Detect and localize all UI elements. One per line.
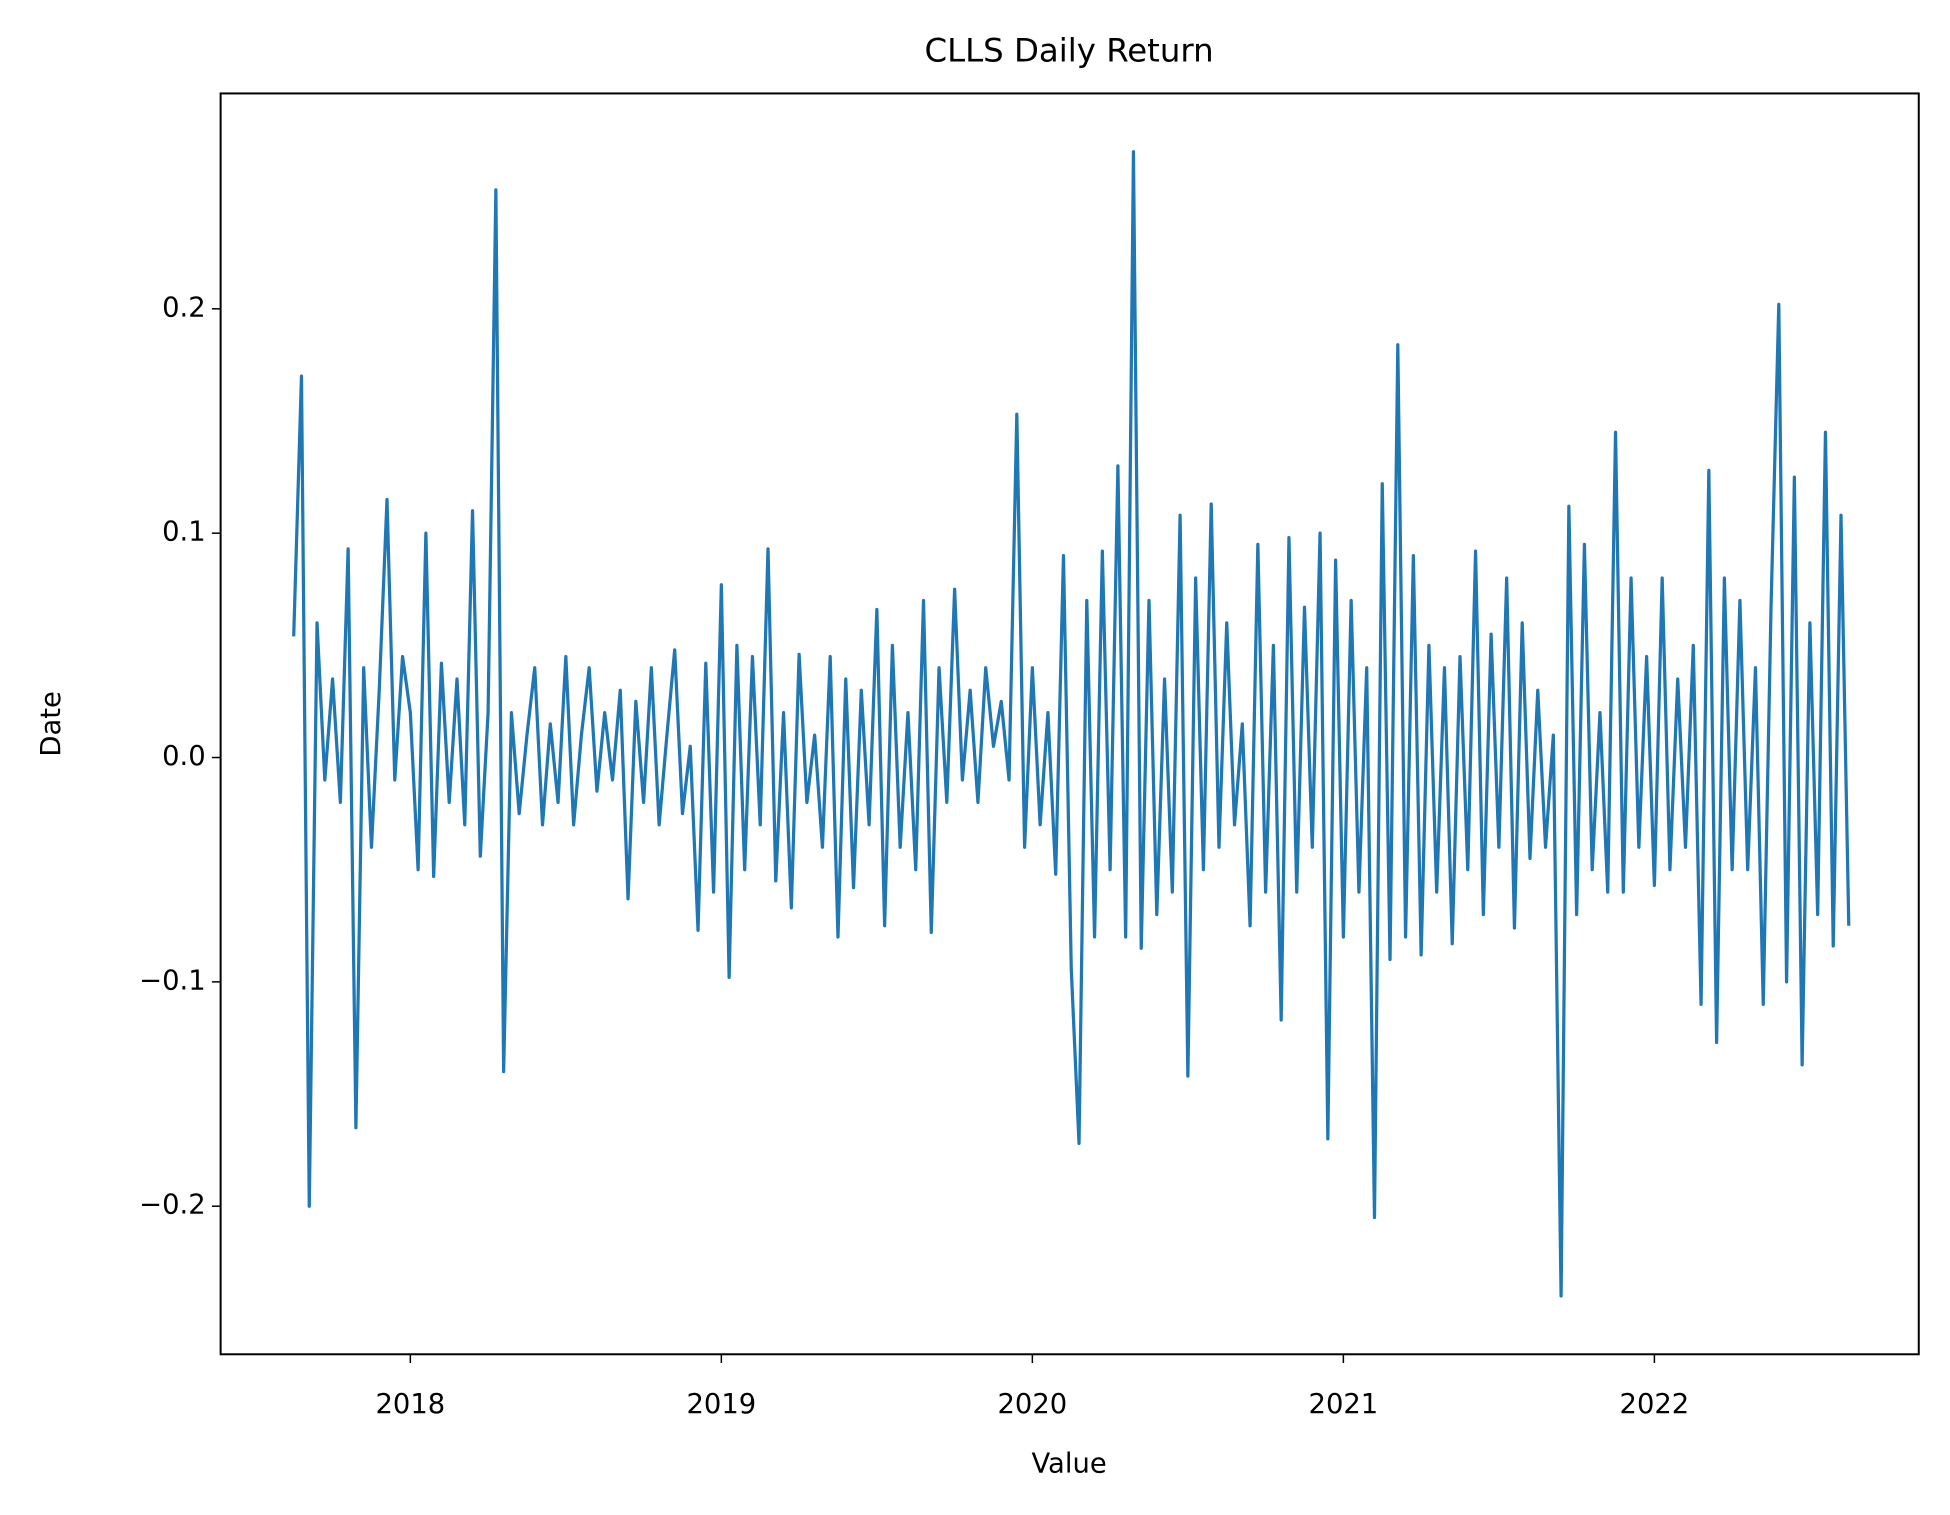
y-tick-label: −0.1	[139, 965, 206, 996]
y-tick-label: 0.1	[162, 517, 206, 548]
y-tick-label: −0.2	[139, 1190, 206, 1221]
x-tick-label: 2018	[375, 1389, 445, 1420]
x-axis-label: Value	[1031, 1449, 1106, 1480]
x-tick-label: 2022	[1620, 1389, 1690, 1420]
y-tick-label: 0.2	[162, 292, 206, 323]
chart-title: CLLS Daily Return	[924, 31, 1213, 69]
x-tick-label: 2019	[686, 1389, 756, 1420]
plot-area	[292, 150, 1851, 1298]
y-tick-label: 0.0	[162, 741, 206, 772]
x-tick-label: 2021	[1309, 1389, 1379, 1420]
axes-frame	[219, 92, 1920, 1356]
x-tick-label: 2020	[998, 1389, 1068, 1420]
y-axis-label: Date	[36, 691, 67, 756]
data-line	[292, 150, 1851, 1298]
